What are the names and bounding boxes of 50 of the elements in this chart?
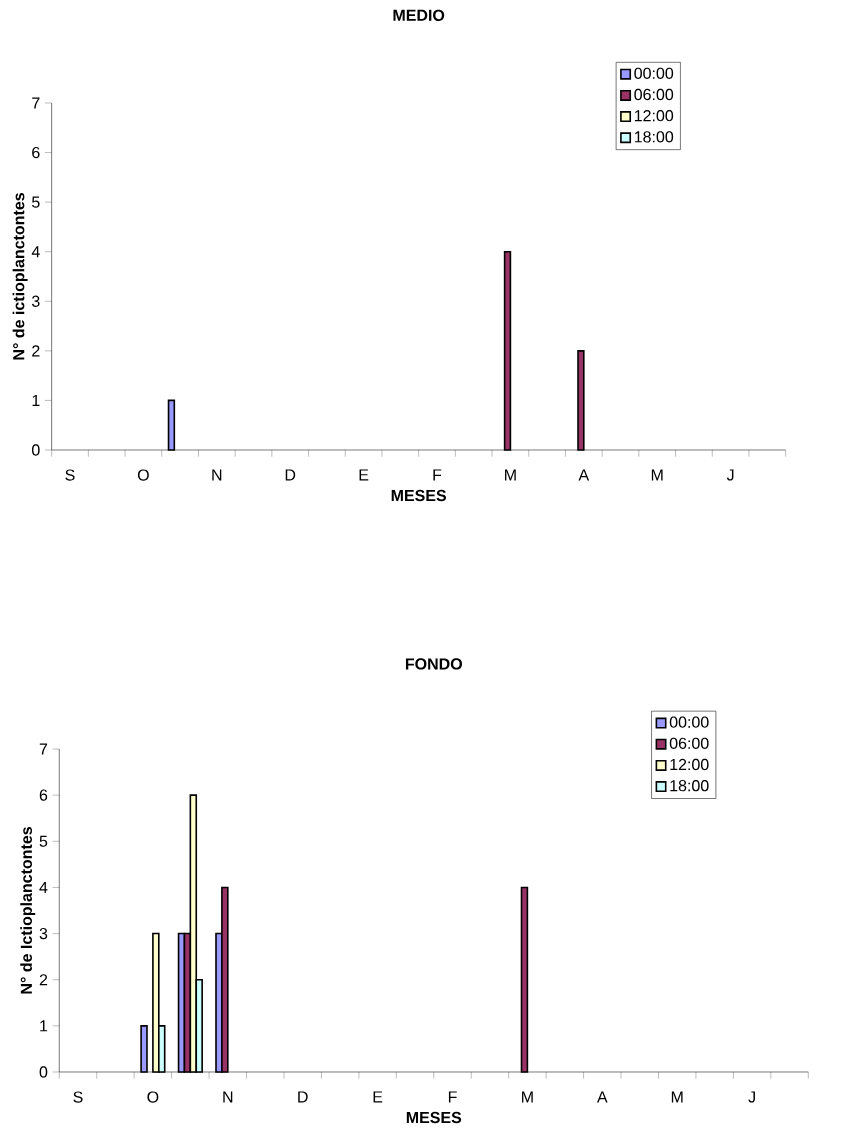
x-tick-label: F xyxy=(433,469,442,481)
x-tick-label: E xyxy=(373,1091,383,1103)
y-tick-label: 0 xyxy=(32,444,40,456)
y-tick-label: 6 xyxy=(39,789,48,801)
x-tick-label: S xyxy=(73,1091,83,1103)
y-tick-label: 5 xyxy=(39,835,48,847)
x-tick-label: N xyxy=(212,469,222,481)
x-tick-label: D xyxy=(285,469,296,481)
y-axis-title: N° de Ictioplanctontes xyxy=(20,827,36,994)
x-tick-label: O xyxy=(137,469,149,481)
y-tick-label: 1 xyxy=(32,394,40,406)
legend-label: 12:00 xyxy=(670,758,709,771)
legend-label: 06:00 xyxy=(669,737,709,749)
x-tick-label: M xyxy=(522,1091,533,1103)
y-tick-label: 4 xyxy=(39,881,48,893)
y-tick-label: 2 xyxy=(39,974,48,986)
legend-label: 00:00 xyxy=(634,67,674,79)
y-tick-label: 5 xyxy=(32,196,40,208)
x-tick-label: E xyxy=(359,469,369,481)
y-tick-label: 2 xyxy=(32,345,40,357)
legend-label: 12:00 xyxy=(634,110,674,122)
y-tick-label: 3 xyxy=(31,295,40,307)
y-tick-label: 7 xyxy=(32,97,40,109)
x-tick-label: D xyxy=(298,1091,308,1103)
x-tick-label: A xyxy=(596,1091,608,1103)
x-tick-label: M xyxy=(671,1091,683,1103)
y-tick-label: 7 xyxy=(39,743,48,755)
x-axis-title: MESES xyxy=(391,489,447,502)
y-tick-label: 3 xyxy=(39,927,48,940)
x-tick-label: S xyxy=(65,469,75,481)
x-tick-label: F xyxy=(448,1091,457,1103)
x-tick-label: O xyxy=(147,1091,159,1103)
legend-label: 06:00 xyxy=(634,88,674,101)
legend-label: 18:00 xyxy=(670,780,709,792)
x-tick-label: M xyxy=(651,469,663,481)
y-axis-title: N° de ictioplanctontes xyxy=(12,193,28,360)
legend-label: 18:00 xyxy=(634,131,674,143)
y-tick-label: 4 xyxy=(31,246,40,258)
x-tick-label: M xyxy=(505,469,516,481)
x-tick-label: A xyxy=(578,469,590,481)
chart-title: MEDIO xyxy=(393,9,445,21)
x-tick-label: J xyxy=(726,469,734,481)
x-tick-label: N xyxy=(223,1091,233,1103)
chart-title: FONDO xyxy=(405,658,462,670)
legend-label: 00:00 xyxy=(669,716,709,728)
x-axis-title: MESES xyxy=(406,1111,462,1124)
y-tick-label: 0 xyxy=(39,1066,48,1078)
y-tick-label: 6 xyxy=(32,146,40,159)
x-tick-label: J xyxy=(748,1091,755,1103)
y-tick-label: 1 xyxy=(40,1020,48,1032)
